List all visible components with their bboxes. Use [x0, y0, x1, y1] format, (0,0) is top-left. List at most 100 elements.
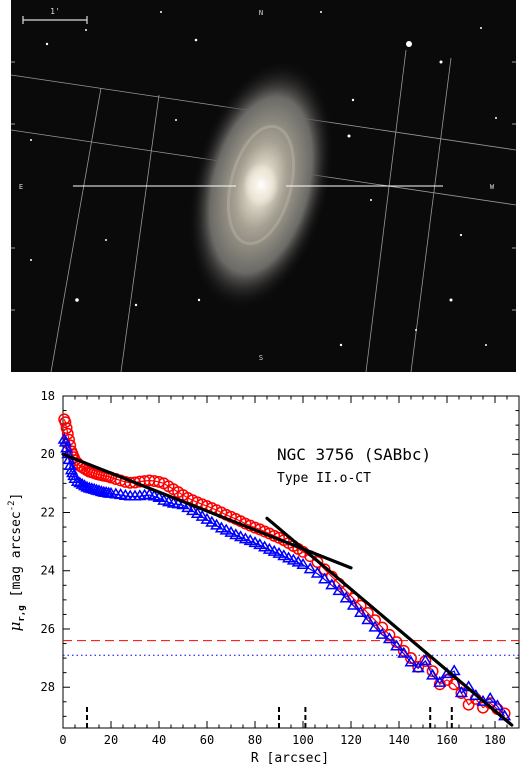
south-label: S [259, 354, 263, 362]
surface-brightness-profile-panel: 0 20 40 60 80 100 120 140 160 180 18 20 22 24 26 28 R … [0, 380, 525, 771]
red-data-point [448, 678, 461, 691]
red-data-point [361, 607, 374, 619]
y-tick-label: 20 [41, 447, 55, 461]
blue-data-point [190, 506, 204, 518]
fit-lines [61, 452, 514, 727]
red-data-point [153, 475, 165, 488]
blue-data-point [205, 515, 219, 527]
east-label: E [19, 183, 23, 191]
y-tick-labels: 18 20 22 24 26 28 [41, 389, 55, 694]
red-data-point [376, 621, 389, 634]
blue-data-point [310, 566, 324, 578]
scale-bar-label: 1' [50, 7, 60, 16]
blue-data-point [483, 691, 497, 703]
y-tick-label: 26 [41, 622, 55, 636]
sky-limit-lines [63, 640, 519, 656]
blue-data-point [411, 661, 425, 673]
blue-data-point [73, 476, 87, 488]
galaxy-image: 1' N S E W [10, 0, 517, 373]
surface-brightness-chart: 0 20 40 60 80 100 120 140 160 180 18 20 22 24 26 28 R … [6, 389, 520, 766]
blue-data-point [296, 557, 310, 569]
blue-data-point [291, 555, 305, 567]
red-data-point [397, 644, 410, 657]
chart-subtitle: Type II.o-CT [277, 471, 371, 486]
north-label: N [259, 9, 263, 17]
x-tick-label: 100 [292, 733, 314, 747]
red-data-point [354, 599, 367, 612]
blue-data-point [277, 549, 291, 561]
svg-text:μr,g[mag arcsec-2]: μr,g [mag arcsec-2] [6, 493, 27, 632]
x-tick-label: 140 [388, 733, 410, 747]
blue-data-point [70, 474, 84, 486]
galaxy-bulge [243, 163, 279, 207]
blue-data-point [318, 572, 332, 584]
blue-data-point [63, 458, 77, 470]
blue-data-point [354, 605, 368, 618]
outer-disk-fit-line [265, 516, 514, 727]
y-tick-label: 18 [41, 389, 55, 403]
y-axis-label-exponent: -2 [7, 500, 17, 511]
blue-data-point [303, 562, 317, 574]
red-data-point [59, 416, 72, 429]
y-axis-label-units: [mag arcsec [9, 511, 24, 597]
x-tick-label: 40 [152, 733, 166, 747]
blue-data-point [210, 518, 224, 530]
y-axis-label-symbol: μ [6, 622, 24, 632]
break-markers [86, 706, 453, 728]
blue-data-point [152, 490, 166, 502]
blue-data-point [433, 675, 447, 687]
blue-data-point [258, 540, 272, 552]
x-tick-label: 120 [340, 733, 362, 747]
blue-data-point [332, 584, 346, 596]
blue-data-point [454, 686, 468, 698]
blue-data-point [195, 509, 209, 521]
red-data-point [369, 614, 381, 627]
blue-data-point [224, 525, 238, 537]
chart-title: NGC 3756 (SABbc) [277, 445, 431, 464]
x-tick-label: 180 [484, 733, 506, 747]
blue-data-point [253, 538, 267, 550]
blue-data-point [272, 546, 286, 558]
blue-data-point [200, 512, 214, 524]
red-data-point [405, 652, 417, 665]
red-data-point [60, 422, 73, 434]
y-axis-label: μr,g [mag arcsec-2] [6, 493, 27, 632]
blue-data-point [219, 523, 233, 535]
x-tick-label: 60 [200, 733, 214, 747]
y-tick-label: 22 [41, 505, 55, 519]
blue-data-point [339, 591, 353, 603]
blue-data-point [361, 613, 375, 625]
galaxy-image-panel: 1' N S E W [10, 0, 517, 373]
blue-data-point [397, 646, 411, 658]
west-label: W [490, 183, 495, 191]
y-axis-label-subscript: r,g [17, 605, 27, 621]
x-axis-label: R [arcsec] [251, 751, 329, 766]
blue-data-point [78, 479, 92, 491]
frame-ticks [11, 61, 516, 311]
y-axis-label-close: ] [9, 493, 24, 501]
x-tick-labels: 0 20 40 60 80 100 120 140 160 180 [59, 733, 505, 747]
x-tick-label: 0 [59, 733, 66, 747]
blue-data-point [418, 654, 432, 666]
blue-data-point [404, 655, 418, 667]
blue-data-point [490, 699, 504, 711]
x-tick-label: 160 [436, 733, 458, 747]
blue-data-point [382, 632, 396, 644]
blue-data-point [181, 501, 195, 513]
background-stars [30, 11, 497, 347]
blue-data-point [75, 477, 89, 489]
x-tick-label: 20 [104, 733, 118, 747]
red-data-point [462, 698, 475, 711]
blue-data-point [375, 627, 389, 639]
blue-data-point [426, 668, 440, 680]
blue-data-point [346, 598, 360, 610]
spiral-arms [226, 124, 296, 246]
blue-data-point [368, 620, 382, 632]
scale-bar [22, 16, 88, 24]
blue-data-point [186, 504, 200, 516]
x-tick-label: 80 [248, 733, 262, 747]
blue-data-point [325, 578, 339, 590]
y-tick-label: 24 [41, 564, 55, 578]
y-tick-label: 28 [41, 680, 55, 694]
blue-data-point [390, 639, 404, 651]
